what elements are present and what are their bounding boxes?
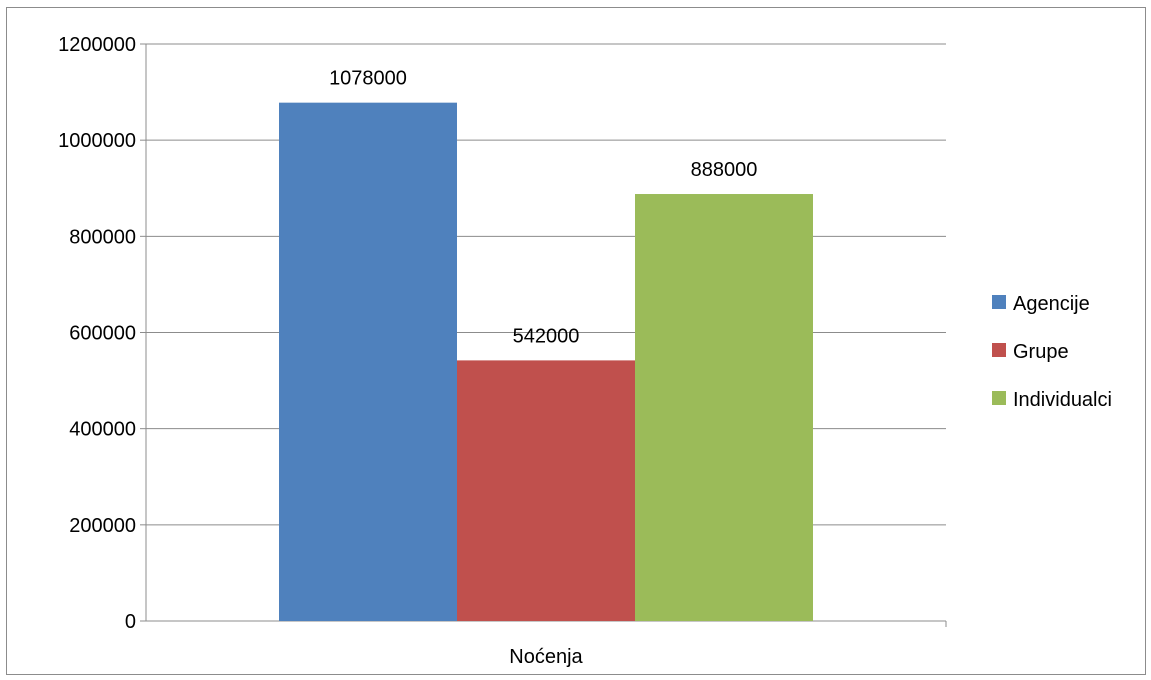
data-label: 1078000 — [329, 68, 407, 90]
legend-item-agencije[interactable]: Agencije — [1013, 293, 1090, 315]
bars — [279, 102, 813, 621]
bar-grupe — [457, 360, 635, 621]
y-tick-label: 800000 — [69, 226, 136, 248]
y-tick-label: 1000000 — [58, 130, 136, 152]
legend-swatch — [992, 295, 1006, 309]
y-tick-label: 0 — [125, 611, 136, 633]
data-label: 888000 — [691, 159, 758, 181]
x-axis-categories: Noćenja — [509, 646, 583, 668]
legend-swatch — [992, 391, 1006, 405]
data-labels: 1078000 542000 888000 — [329, 68, 757, 348]
data-label: 542000 — [513, 325, 580, 347]
y-tick-label: 600000 — [69, 323, 136, 345]
bar-individualci — [635, 194, 813, 621]
legend[interactable]: Agencije Grupe Individualci — [992, 293, 1112, 411]
x-category-label: Noćenja — [509, 646, 583, 668]
y-tick-label: 400000 — [69, 419, 136, 441]
legend-swatch — [992, 343, 1006, 357]
y-tick-label: 1200000 — [58, 34, 136, 56]
legend-item-grupe[interactable]: Grupe — [1013, 341, 1069, 363]
legend-item-individualci[interactable]: Individualci — [1013, 389, 1112, 411]
y-tick-label: 200000 — [69, 515, 136, 537]
y-axis-ticks: 0 200000 400000 600000 800000 1000000 1200000 — [58, 34, 146, 633]
bar-agencije — [279, 102, 457, 621]
